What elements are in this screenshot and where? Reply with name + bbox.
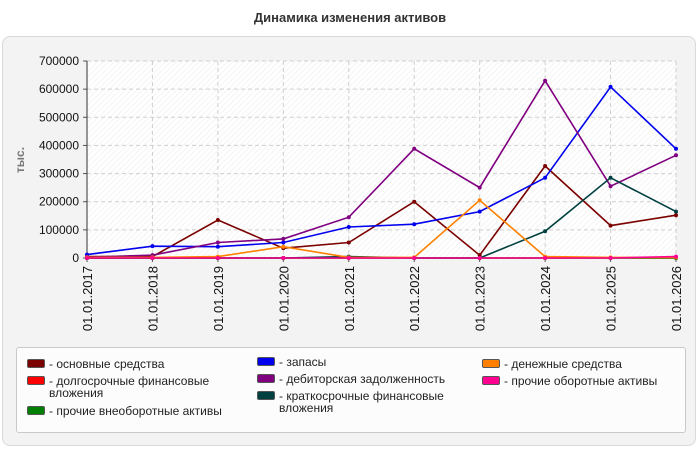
- data-point: [674, 209, 678, 214]
- legend-label: - основные средства: [49, 357, 165, 371]
- data-point: [346, 240, 351, 245]
- data-point: [215, 240, 220, 245]
- legend-label: - прочие внеоборотные активы: [49, 404, 222, 418]
- x-tick-label: 01.01.2026: [669, 266, 684, 331]
- x-tick-label: 01.01.2018: [145, 266, 160, 331]
- legend-label: - запасы: [279, 355, 327, 369]
- data-point: [281, 240, 286, 245]
- series-line: [87, 164, 677, 258]
- plot-background: [87, 61, 676, 258]
- data-point: [412, 222, 417, 227]
- y-tick-label: 700000: [39, 54, 79, 68]
- x-tick-label: 01.01.2023: [473, 266, 488, 331]
- legend-swatch: [257, 374, 275, 383]
- legend-swatch: [257, 357, 275, 366]
- data-point: [281, 256, 286, 260]
- data-point: [608, 184, 613, 189]
- legend-label: - денежные средства: [504, 357, 622, 371]
- legend-swatch: [257, 391, 275, 400]
- legend-swatch: [27, 376, 45, 385]
- data-point: [150, 256, 155, 260]
- legend: - основные средства - долгосрочные финан…: [16, 347, 686, 433]
- data-point: [674, 146, 678, 151]
- data-point: [215, 256, 220, 260]
- legend-item: - прочие внеоборотные активы: [27, 405, 257, 417]
- data-point: [543, 256, 548, 260]
- data-point: [412, 199, 417, 204]
- series-line: [87, 255, 677, 259]
- data-point: [215, 244, 220, 249]
- data-point: [215, 218, 220, 223]
- data-point: [543, 78, 548, 83]
- data-point: [674, 153, 678, 158]
- y-tick-label: 600000: [39, 82, 79, 96]
- legend-item: - запасы: [257, 356, 477, 368]
- legend-item: - денежные средства: [482, 358, 682, 370]
- data-point: [346, 256, 351, 260]
- y-tick-label: 500000: [39, 110, 79, 124]
- series-7: [85, 254, 678, 260]
- legend-item: - основные средства: [27, 358, 247, 370]
- legend-swatch: [482, 376, 500, 385]
- data-point: [346, 225, 351, 230]
- legend-label: - краткосрочные финансовые вложения: [279, 389, 444, 415]
- x-tick-label: 01.01.2021: [342, 266, 357, 331]
- data-point: [543, 175, 548, 180]
- x-tick-label: 01.01.2024: [538, 266, 553, 331]
- data-point: [608, 223, 613, 228]
- x-tick-label: 01.01.2022: [407, 266, 422, 331]
- legend-item: - долгосрочные финансовые вложения: [27, 375, 247, 399]
- legend-swatch: [27, 359, 45, 368]
- data-point: [608, 84, 613, 89]
- y-tick-label: 0: [72, 251, 79, 265]
- y-tick-label: 300000: [39, 167, 79, 181]
- data-point: [412, 146, 417, 151]
- data-point: [85, 256, 89, 260]
- y-axis-label: тыс.: [13, 147, 27, 173]
- legend-label: - долгосрочные финансовые вложения: [49, 374, 210, 400]
- data-point: [150, 244, 155, 249]
- data-point: [281, 236, 286, 241]
- y-tick-label: 400000: [39, 138, 79, 152]
- y-tick-label: 200000: [39, 195, 79, 209]
- data-point: [412, 256, 417, 260]
- data-point: [674, 254, 678, 259]
- chart-title: Динамика изменения активов: [253, 10, 447, 25]
- y-tick-label: 100000: [39, 223, 79, 237]
- data-point: [477, 198, 482, 203]
- data-point: [477, 185, 482, 190]
- legend-item: - дебиторская задолженность: [257, 373, 477, 385]
- data-point: [674, 213, 678, 218]
- x-tick-label: 01.01.2020: [276, 266, 291, 331]
- series: [85, 78, 678, 260]
- data-point: [608, 175, 613, 180]
- data-point: [477, 253, 482, 258]
- data-point: [543, 163, 548, 168]
- x-tick-label: 01.01.2017: [80, 266, 95, 331]
- data-point: [543, 229, 548, 234]
- data-point: [477, 209, 482, 214]
- x-tick-label: 01.01.2019: [211, 266, 226, 331]
- data-point: [477, 256, 482, 260]
- x-tick-label: 01.01.2025: [604, 266, 619, 331]
- grid: [87, 60, 677, 258]
- series-line: [86, 79, 677, 258]
- legend-label: - прочие оборотные активы: [504, 374, 658, 388]
- legend-label: - дебиторская задолженность: [279, 372, 446, 386]
- legend-item: - прочие оборотные активы: [482, 375, 682, 387]
- data-point: [346, 215, 351, 220]
- legend-swatch: [27, 406, 45, 415]
- data-point: [608, 256, 613, 260]
- legend-item: - краткосрочные финансовые вложения: [257, 390, 457, 414]
- legend-swatch: [482, 359, 500, 368]
- data-point: [281, 244, 286, 249]
